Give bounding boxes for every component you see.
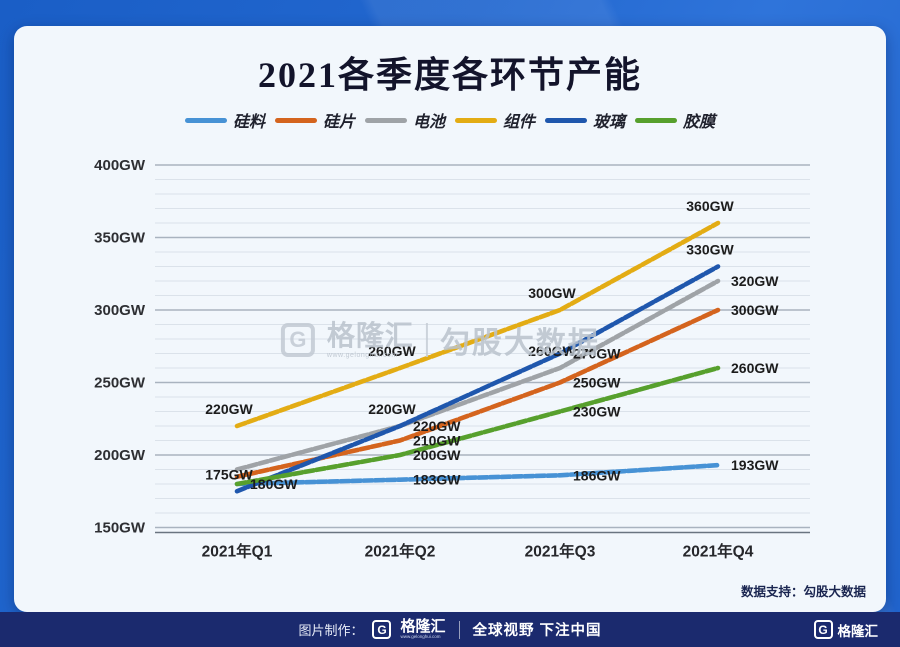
point-label-电池: 220GW xyxy=(368,401,416,417)
footer-divider xyxy=(458,620,460,639)
point-label-玻璃: 330GW xyxy=(686,242,734,258)
point-label-胶膜: 260GW xyxy=(731,360,779,376)
legend-label: 玻璃 xyxy=(593,114,626,131)
chart-card: 2021各季度各环节产能 硅料 硅片 电池 组件 玻璃 胶膜 150GW 200GW 250G… xyxy=(14,26,886,612)
point-label-硅片: 300GW xyxy=(731,302,779,318)
chart-title: 2021各季度各环节产能 xyxy=(257,55,642,95)
capacity-line-chart: 150GW 200GW 250GW 300GW 350GW 400GW 2021年Q1 202… xyxy=(60,150,870,578)
legend-label: 电池 xyxy=(412,114,445,131)
legend-marker-icon xyxy=(635,117,678,123)
point-label-组件: 360GW xyxy=(686,198,734,214)
point-label-胶膜: 200GW xyxy=(413,447,461,463)
footer-slogan: 全球视野 下注中国 xyxy=(472,623,602,639)
y-axis-tick-label: 150GW xyxy=(94,520,146,537)
legend-item-玻璃: 玻璃 xyxy=(545,108,625,132)
footer-credit: 图片制作： G 格隆汇 www.gelonghui.com 全球视野 下注中国 xyxy=(298,619,601,640)
legend-marker-icon xyxy=(184,117,227,123)
series-line-组件 xyxy=(234,220,721,429)
point-label-组件: 300GW xyxy=(528,285,576,301)
legend-marker-icon xyxy=(455,117,497,123)
data-support-note: 数据支持：勾股大数据 xyxy=(740,585,866,599)
series-line-电池 xyxy=(234,278,721,472)
point-label-硅片: 210GW xyxy=(413,433,461,449)
legend-label: 硅料 xyxy=(232,114,265,131)
x-axis-tick-label: 2021年Q2 xyxy=(365,542,436,561)
legend-item-硅料: 硅料 xyxy=(184,108,265,132)
footer-right-brand: 格隆汇 xyxy=(837,623,879,639)
legend-item-电池: 电池 xyxy=(364,108,445,132)
footer-bar: 图片制作： G 格隆汇 www.gelonghui.com 全球视野 下注中国 … xyxy=(0,612,900,647)
point-label-硅片: 250GW xyxy=(573,375,621,391)
gelonghui-footer-logo-icon: G xyxy=(372,620,392,639)
point-label-玻璃: 175GW xyxy=(205,466,253,482)
line-chart-svg: 150GW 200GW 250GW 300GW 350GW 400GW 2021年Q1 202… xyxy=(94,157,810,561)
legend-label: 组件 xyxy=(503,114,536,131)
y-axis-tick-label: 250GW xyxy=(94,375,146,392)
y-axis-tick-label: 350GW xyxy=(94,230,146,247)
point-label-硅料: 193GW xyxy=(731,457,779,473)
point-label-电池: 320GW xyxy=(731,273,779,289)
series-line-硅料 xyxy=(234,462,721,487)
point-label-硅料: 183GW xyxy=(413,472,461,488)
point-label-组件: 220GW xyxy=(205,401,253,417)
footer-madeby-label: 图片制作： xyxy=(298,623,364,638)
series-line-玻璃 xyxy=(234,264,721,494)
x-axis-tick-label: 2021年Q3 xyxy=(525,542,596,561)
x-axis-tick-label: 2021年Q4 xyxy=(683,542,754,561)
legend-label: 硅片 xyxy=(322,114,355,131)
y-axis-tick-label: 300GW xyxy=(94,302,146,319)
point-label-组件: 260GW xyxy=(368,343,416,359)
point-label-玻璃: 270GW xyxy=(573,346,621,362)
point-label-电池: 260GW xyxy=(528,343,576,359)
footer-right-logo: G 格隆汇 xyxy=(813,620,879,640)
footer-brand-url: www.gelonghui.com xyxy=(400,634,441,640)
legend-marker-icon xyxy=(274,117,317,123)
series-line-胶膜 xyxy=(234,365,721,487)
legend-item-组件: 组件 xyxy=(455,108,535,132)
point-label-玻璃: 220GW xyxy=(413,418,461,434)
chart-legend: 硅料 硅片 电池 组件 玻璃 胶膜 xyxy=(14,108,886,132)
legend-label: 胶膜 xyxy=(683,114,716,131)
x-axis-tick-label: 2021年Q1 xyxy=(202,542,273,561)
y-axis-tick-label: 200GW xyxy=(94,447,146,464)
point-label-硅料: 186GW xyxy=(573,467,621,483)
point-label-硅料: 180GW xyxy=(250,476,298,492)
legend-marker-icon xyxy=(364,117,407,123)
gelonghui-right-logo-icon: G xyxy=(813,620,833,639)
legend-marker-icon xyxy=(545,117,588,123)
legend-item-硅片: 硅片 xyxy=(274,108,355,132)
y-axis-tick-label: 400GW xyxy=(94,157,146,174)
legend-item-胶膜: 胶膜 xyxy=(635,108,715,132)
footer-brand: 格隆汇 xyxy=(400,618,446,636)
point-label-胶膜: 230GW xyxy=(573,404,621,420)
